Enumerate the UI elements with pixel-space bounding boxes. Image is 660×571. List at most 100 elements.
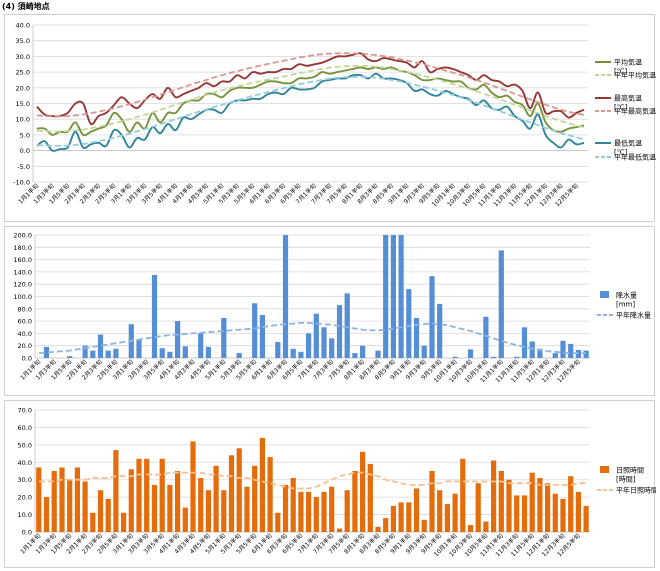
y-tick-label: 10.0 (18, 511, 32, 519)
legend-label: [℃] (614, 68, 628, 76)
sunshine-chart: 0.0 10.0 20.0 30.0 40.0 50.0 60.0 70.0 1月1半旬1月3半… (18, 407, 656, 559)
bar (67, 356, 73, 358)
bar (352, 353, 358, 358)
bar (529, 472, 535, 532)
bar (244, 486, 250, 532)
bar (313, 313, 319, 358)
legend-label: 平均気温 (614, 58, 642, 67)
bar (367, 464, 373, 532)
bar (575, 491, 581, 532)
bar (175, 321, 181, 358)
bar (113, 450, 119, 532)
bar (421, 519, 427, 532)
series-line (36, 52, 585, 126)
x-axis: 1月1半旬1月3半旬1月5半旬2月1半旬2月3半旬2月5半旬3月1半旬3月3半旬… (17, 182, 580, 208)
bar (398, 502, 404, 532)
bar (329, 486, 335, 532)
bar (298, 491, 304, 532)
bar (259, 437, 265, 532)
bar (198, 478, 204, 532)
bar (205, 490, 211, 532)
y-axis: 0.0 20.0 40.0 60.0 80.0 100.0 120.0 140.0 160.0 1… (13, 232, 32, 363)
bar (167, 484, 173, 532)
series-line (36, 75, 585, 147)
bar (275, 512, 281, 532)
bar (221, 318, 227, 358)
y-tick-label: 180.0 (13, 244, 32, 252)
legend: 降水量[mm] 平年降水量 (597, 291, 651, 320)
bar (560, 498, 566, 532)
bar (259, 315, 265, 358)
legend-label: 平年平均気温 (614, 71, 656, 80)
y-tick-label: -5.0 (17, 163, 30, 171)
y-tick-label: 5.0 (20, 131, 30, 139)
bar (429, 276, 435, 358)
bar (198, 333, 204, 358)
bar (506, 479, 512, 532)
bar (228, 455, 235, 532)
bar (306, 491, 312, 532)
bar (421, 345, 427, 358)
gridlines (35, 234, 590, 359)
bar (252, 465, 258, 532)
bar (452, 356, 458, 358)
bar (136, 339, 142, 358)
series-line (36, 52, 585, 118)
bar (105, 498, 111, 532)
y-tick-label: 60.0 (18, 424, 32, 432)
legend-label: 最低気温 (614, 139, 642, 148)
y-tick-label: 40.0 (18, 330, 32, 338)
series-line (36, 64, 585, 133)
bar (390, 505, 396, 532)
bar (43, 346, 50, 358)
temperature-chart: -10.0 -5.0 0.0 5.0 10.0 15.0 20.0 25.0 30.0 35.0 4… (13, 22, 656, 209)
bar (560, 340, 566, 358)
bar (352, 471, 358, 532)
bar (429, 471, 435, 532)
bar (521, 495, 528, 532)
bar (221, 490, 227, 532)
bar (175, 471, 181, 532)
bar (190, 441, 196, 532)
bar (398, 235, 404, 358)
temperature-chart-panel: -10.0 -5.0 0.0 5.0 10.0 15.0 20.0 25.0 30.0 35.0 4… (4, 14, 656, 222)
y-tick-label: 30.0 (18, 476, 32, 484)
bar (59, 467, 65, 532)
bar (67, 479, 73, 532)
bar (491, 460, 497, 532)
y-tick-label: 25.0 (16, 69, 30, 77)
bar (498, 471, 504, 532)
bar (236, 353, 242, 358)
bar (97, 490, 104, 532)
legend-label: 平年最高気温 (614, 107, 656, 116)
x-axis: 1月1半旬1月3半旬1月5半旬2月1半旬2月3半旬2月5半旬3月1半旬3月3半旬… (19, 532, 582, 558)
bar (483, 316, 489, 358)
precipitation-chart: 0.0 20.0 40.0 60.0 80.0 100.0 120.0 140.0 160.0 1… (13, 232, 651, 385)
bar (444, 504, 450, 532)
bar (275, 342, 281, 358)
legend-label: [℃] (614, 149, 628, 157)
bar (121, 512, 127, 532)
legend-label: 日照時間 (616, 467, 644, 475)
y-tick-label: 20.0 (18, 342, 32, 350)
bar (213, 465, 219, 532)
bar (290, 348, 296, 358)
series-line (36, 66, 585, 137)
bar (43, 497, 50, 532)
bar (136, 458, 142, 532)
bar (483, 521, 489, 532)
bar (97, 334, 104, 358)
bar (467, 349, 474, 358)
bar (159, 458, 165, 532)
bar (344, 293, 350, 358)
y-tick-label: -10.0 (13, 179, 30, 187)
bar (437, 303, 443, 358)
bar (321, 491, 327, 532)
bar (545, 483, 551, 532)
bar (360, 345, 366, 358)
y-tick-label: 10.0 (16, 116, 30, 124)
bar (167, 351, 173, 358)
bar (514, 495, 520, 532)
legend-label: 平年降水量 (616, 311, 651, 320)
bar (383, 518, 389, 532)
